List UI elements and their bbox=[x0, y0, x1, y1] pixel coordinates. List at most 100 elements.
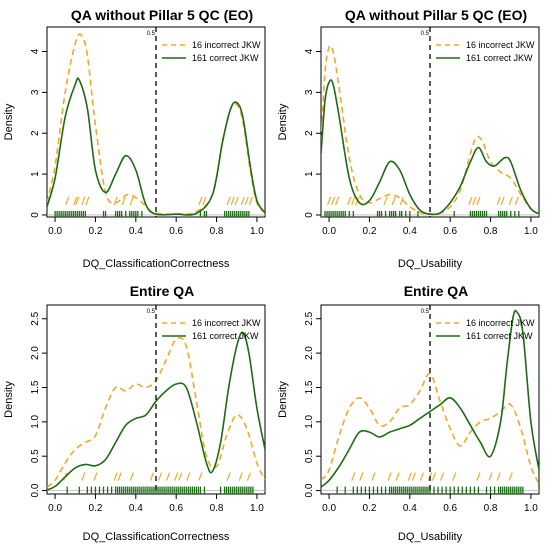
x-tick-label: 0.4 bbox=[129, 503, 143, 514]
x-tick-label: 0.6 bbox=[169, 503, 183, 514]
x-tick-label: 1.0 bbox=[250, 226, 264, 237]
density-line-correct bbox=[47, 331, 265, 491]
rug-mark-incorrect bbox=[198, 472, 203, 481]
y-tick-label: 2.0 bbox=[304, 346, 315, 360]
density-line-incorrect bbox=[321, 372, 539, 485]
x-tick-label: 0.2 bbox=[88, 503, 102, 514]
x-tick-label: 0.4 bbox=[129, 226, 143, 237]
x-tick-label: 0.2 bbox=[362, 503, 376, 514]
rug-mark-incorrect bbox=[117, 472, 122, 481]
rug-mark-incorrect bbox=[129, 472, 134, 481]
x-tick-label: 0.2 bbox=[88, 226, 102, 237]
y-tick-label: 1.0 bbox=[304, 414, 315, 428]
rug-mark-incorrect bbox=[335, 196, 340, 206]
y-tick-label: 2.5 bbox=[30, 311, 41, 325]
legend-label-correct: 161 correct JKW bbox=[466, 53, 533, 63]
x-tick-label: 0.6 bbox=[443, 226, 457, 237]
y-tick-label: 3 bbox=[30, 89, 41, 95]
rug-mark-incorrect bbox=[351, 472, 356, 481]
legend-label-incorrect: 16 incorrect JKW bbox=[192, 40, 261, 50]
rug-mark-incorrect bbox=[65, 196, 70, 206]
y-tick-label: 2 bbox=[30, 130, 41, 136]
plot-area bbox=[321, 309, 539, 494]
chart-title: Entire QA bbox=[404, 283, 469, 299]
density-panel-4: Entire QA 0.0 0.2 0.4 0.6 0.8 1.0 0.0 0.5 1.0 1.5 2… bbox=[277, 283, 540, 543]
y-axis-label: Density bbox=[277, 381, 289, 418]
x-axis-label: DQ_Usability bbox=[398, 531, 463, 543]
cutoff-label: 0.5 bbox=[147, 31, 156, 37]
x-axis-label: DQ_ClassificationCorrectness bbox=[83, 531, 230, 543]
legend-label-correct: 161 correct JKW bbox=[466, 331, 533, 341]
rug-mark-incorrect bbox=[149, 472, 155, 481]
rug-mark-incorrect bbox=[476, 472, 481, 481]
y-axis-label: Density bbox=[3, 103, 15, 140]
x-tick-label: 0.8 bbox=[484, 226, 498, 237]
rug-mark-incorrect bbox=[351, 196, 356, 206]
rug-mark-incorrect bbox=[226, 472, 231, 481]
rug-mark-incorrect bbox=[121, 196, 126, 206]
rug-mark-incorrect bbox=[500, 196, 505, 206]
y-tick-label: 0.5 bbox=[30, 449, 41, 463]
rug-mark-incorrect bbox=[113, 472, 118, 481]
y-tick-label: 1 bbox=[30, 171, 41, 177]
y-tick-label: 3 bbox=[304, 89, 315, 95]
x-tick-label: 0.4 bbox=[403, 226, 417, 237]
cutoff-label: 0.5 bbox=[421, 31, 430, 37]
rug-mark-incorrect bbox=[234, 196, 239, 206]
x-tick-label: 0.0 bbox=[322, 503, 336, 514]
x-tick-label: 1.0 bbox=[524, 226, 538, 237]
x-tick-label: 1.0 bbox=[250, 503, 264, 514]
rug-mark-incorrect bbox=[508, 196, 513, 206]
y-tick-label: 0.5 bbox=[304, 449, 315, 463]
rug-mark-incorrect bbox=[440, 472, 445, 481]
y-tick-label: 2.0 bbox=[30, 346, 41, 360]
y-tick-label: 4 bbox=[304, 48, 315, 54]
rug-mark-incorrect bbox=[75, 196, 80, 206]
y-tick-label: 2.5 bbox=[304, 311, 315, 325]
rug-mark-incorrect bbox=[248, 196, 253, 206]
density-line-incorrect bbox=[47, 33, 265, 216]
rug-mark-incorrect bbox=[244, 196, 249, 206]
chart-title: Entire QA bbox=[130, 283, 195, 299]
rug-mark-incorrect bbox=[198, 196, 203, 206]
rug-mark-incorrect bbox=[383, 196, 388, 206]
y-tick-label: 1 bbox=[304, 171, 315, 177]
plot-area bbox=[47, 33, 265, 217]
rug-mark-incorrect bbox=[166, 472, 171, 481]
x-tick-label: 0.6 bbox=[443, 503, 457, 514]
rug-mark-incorrect bbox=[468, 196, 473, 206]
x-tick-label: 0.2 bbox=[362, 226, 376, 237]
x-axis-label: DQ_Usability bbox=[398, 258, 463, 270]
density-line-correct bbox=[47, 77, 265, 216]
density-line-correct bbox=[321, 79, 539, 216]
rug-mark-incorrect bbox=[407, 472, 412, 481]
density-panel-3: Entire QA 0.0 0.2 0.4 0.6 0.8 1.0 0.0 0.5 1.0 1.5 2… bbox=[3, 283, 266, 543]
x-tick-label: 0.8 bbox=[210, 503, 224, 514]
y-axis-label: Density bbox=[3, 381, 15, 418]
legend-label-incorrect: 16 incorrect JKW bbox=[466, 318, 535, 328]
rug-mark-incorrect bbox=[186, 472, 191, 481]
rug-mark-incorrect bbox=[202, 196, 207, 206]
y-tick-label: 4 bbox=[30, 48, 41, 54]
rug-mark-incorrect bbox=[514, 196, 519, 206]
rug-mark-incorrect bbox=[496, 196, 501, 206]
y-tick-label: 0.0 bbox=[304, 483, 315, 497]
rug-mark-incorrect bbox=[129, 196, 134, 206]
x-tick-label: 1.0 bbox=[524, 503, 538, 514]
rug-mark-incorrect bbox=[508, 472, 513, 481]
density-panel-1: QA without Pillar 5 QC (EO) 0.0 0.2 0.4 0.6 0… bbox=[3, 7, 266, 270]
rug-mark-incorrect bbox=[174, 472, 179, 481]
rug-mark-incorrect bbox=[85, 196, 90, 206]
x-tick-label: 0.4 bbox=[403, 503, 417, 514]
y-tick-label: 0 bbox=[304, 212, 315, 218]
rug-mark-incorrect bbox=[226, 196, 231, 206]
y-tick-label: 1.5 bbox=[304, 380, 315, 394]
rug-mark-incorrect bbox=[157, 472, 163, 481]
rug-mark-incorrect bbox=[472, 196, 477, 206]
y-tick-label: 0 bbox=[30, 212, 41, 218]
legend-label-correct: 161 correct JKW bbox=[192, 53, 259, 63]
cutoff-label: 0.5 bbox=[147, 309, 156, 315]
plot-area bbox=[321, 44, 539, 217]
rug-mark-incorrect bbox=[113, 196, 118, 206]
